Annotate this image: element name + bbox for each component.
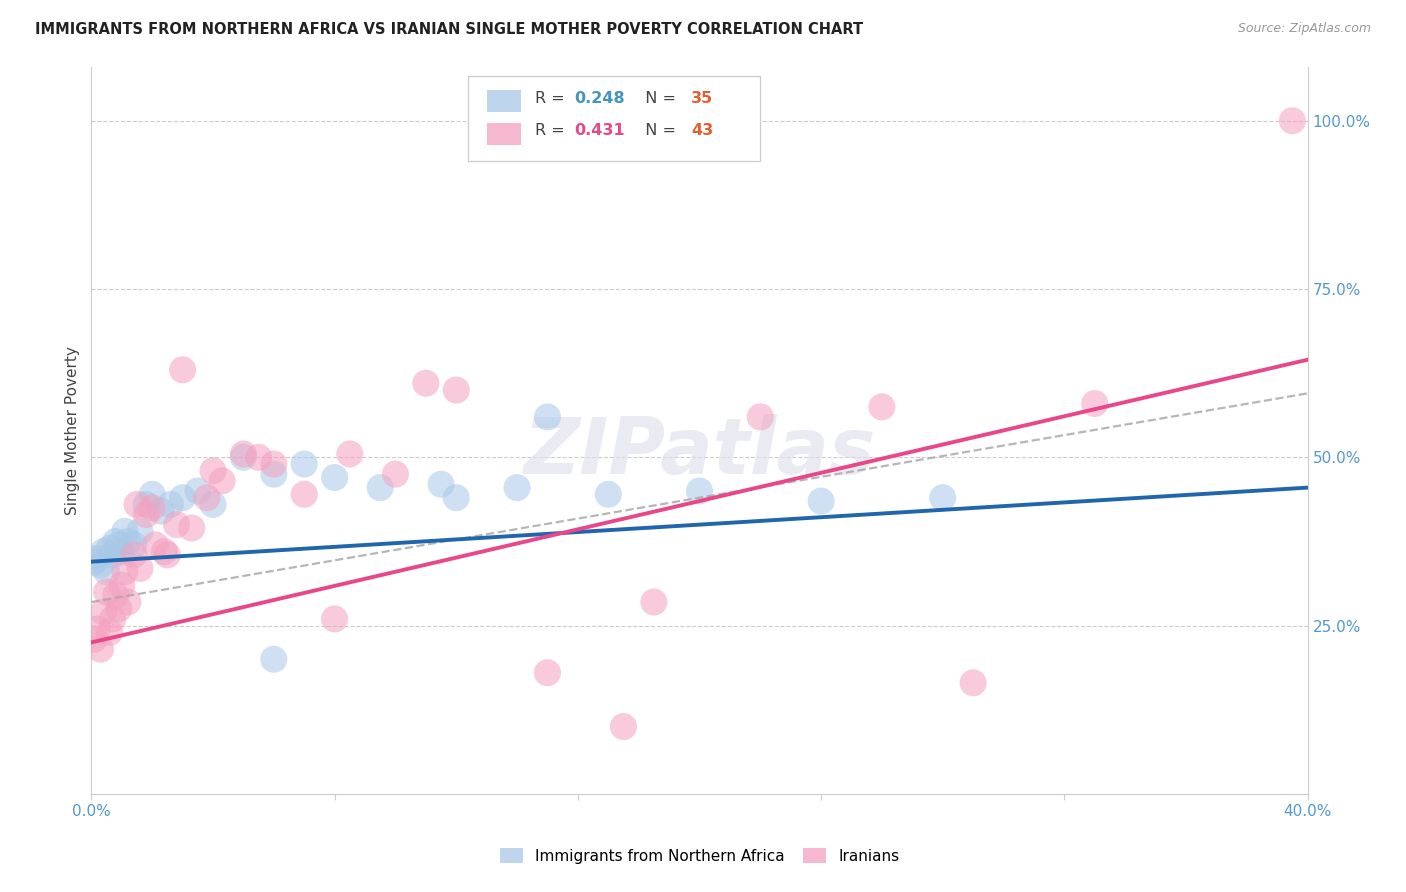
Point (125, 498, 148, 512)
Point (135, 498, 157, 512)
Point (211, 474, 233, 488)
Point (292, 457, 315, 471)
Point (643, 595, 665, 609)
Point (104, 588, 127, 602)
Point (444, 383, 467, 397)
Point (114, 565, 136, 579)
FancyBboxPatch shape (486, 123, 520, 145)
Point (232, 450, 254, 465)
Point (506, 481, 529, 495)
Point (180, 521, 202, 535)
Text: 43: 43 (690, 123, 713, 138)
Point (117, 595, 139, 609)
Text: IMMIGRANTS FROM NORTHERN AFRICA VS IRANIAN SINGLE MOTHER POVERTY CORRELATION CHA: IMMIGRANTS FROM NORTHERN AFRICA VS IRANI… (35, 22, 863, 37)
Point (107, 538, 129, 552)
Point (263, 467, 285, 482)
Point (931, 491, 953, 505)
Point (101, 612, 124, 626)
Point (101, 548, 124, 562)
Point (122, 538, 145, 552)
Point (415, 376, 437, 391)
Point (166, 517, 188, 532)
Point (172, 363, 194, 377)
Point (292, 487, 315, 501)
Point (612, 720, 634, 734)
Text: ZIPatlas: ZIPatlas (523, 414, 876, 491)
Point (98, 541, 121, 556)
Point (187, 483, 209, 498)
Point (870, 400, 893, 414)
Text: 0.248: 0.248 (574, 91, 624, 105)
Point (104, 534, 127, 549)
Legend: Immigrants from Northern Africa, Iranians: Immigrants from Northern Africa, Iranian… (494, 842, 905, 870)
Point (129, 524, 152, 539)
Point (263, 652, 285, 666)
Point (962, 675, 984, 690)
Point (749, 409, 772, 424)
Point (430, 477, 453, 491)
Point (114, 524, 136, 539)
Point (159, 498, 181, 512)
Text: Source: ZipAtlas.com: Source: ZipAtlas.com (1237, 22, 1371, 36)
Point (202, 464, 225, 478)
Point (598, 487, 620, 501)
Text: 35: 35 (690, 91, 713, 105)
Point (1281, 113, 1303, 128)
Point (86, 551, 108, 566)
Point (172, 491, 194, 505)
Point (202, 498, 225, 512)
Point (1084, 396, 1107, 410)
Point (89, 558, 111, 572)
FancyBboxPatch shape (468, 76, 761, 161)
Point (86, 622, 108, 636)
Point (323, 612, 346, 626)
Point (688, 483, 710, 498)
Point (263, 457, 285, 471)
Point (83, 632, 105, 646)
Point (98, 625, 121, 640)
Text: R =: R = (536, 123, 571, 138)
Point (232, 447, 254, 461)
Point (444, 491, 467, 505)
Y-axis label: Single Mother Poverty: Single Mother Poverty (65, 346, 80, 515)
Point (89, 642, 111, 657)
Point (96, 585, 118, 599)
Point (323, 470, 346, 484)
Point (156, 548, 179, 562)
Point (129, 561, 152, 575)
Point (247, 450, 270, 465)
Point (536, 665, 558, 680)
Point (96, 565, 118, 579)
Point (195, 491, 218, 505)
Text: R =: R = (536, 91, 571, 105)
FancyBboxPatch shape (486, 90, 520, 112)
Point (141, 487, 163, 501)
Point (135, 508, 157, 522)
Point (339, 447, 361, 461)
Point (111, 544, 134, 558)
Point (810, 494, 832, 508)
Text: N =: N = (636, 91, 681, 105)
Point (111, 578, 134, 592)
Point (117, 534, 139, 549)
Point (93, 605, 115, 619)
Point (368, 481, 391, 495)
Text: N =: N = (636, 123, 681, 138)
Point (141, 500, 163, 515)
Point (122, 548, 145, 562)
Point (153, 544, 176, 558)
Point (150, 504, 173, 518)
Point (143, 538, 166, 552)
Point (384, 467, 406, 482)
Point (536, 409, 558, 424)
Point (83, 555, 105, 569)
Point (93, 544, 115, 558)
Text: 0.431: 0.431 (574, 123, 624, 138)
Point (107, 601, 129, 615)
